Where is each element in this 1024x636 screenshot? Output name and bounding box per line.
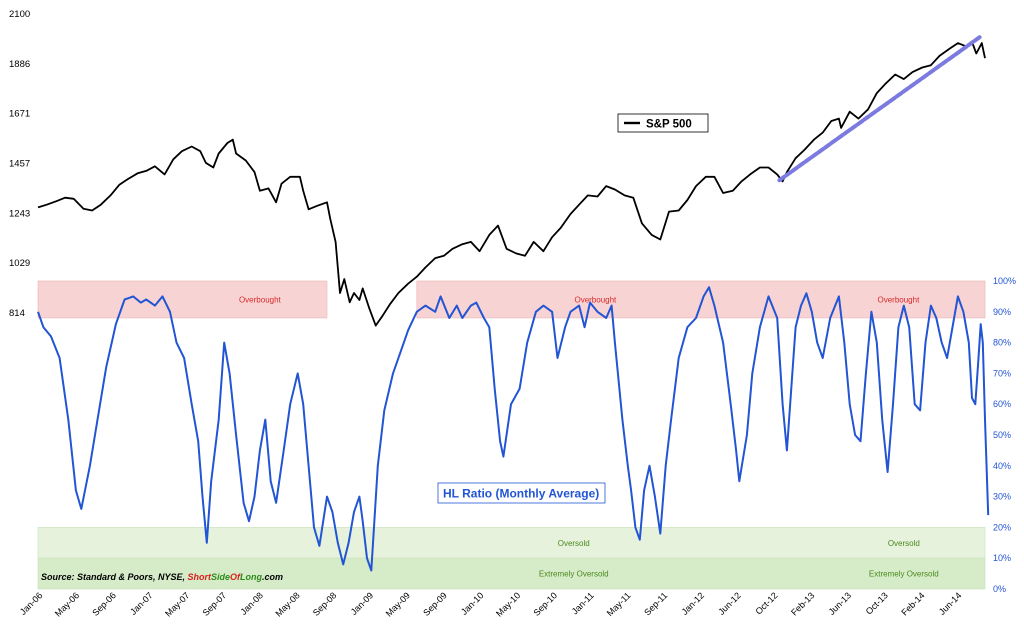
x-tick-label: Oct-12 [753, 590, 779, 616]
band-label: Overbought [878, 295, 921, 304]
band-label: Extremely Oversold [539, 570, 609, 579]
band-label: Oversold [888, 539, 920, 548]
source-brand-of: Of [230, 572, 241, 582]
left-tick-label: 1029 [9, 258, 30, 269]
x-axis: Jan-06 May-06 Sep-06 Jan-07 May-07 Sep-07 Jan-… [18, 590, 964, 618]
left-tick-label: 1886 [9, 59, 30, 70]
left-tick-label: 1671 [9, 109, 30, 120]
band-label: Oversold [558, 539, 590, 548]
legend-sp500-box [617, 113, 709, 133]
x-tick-label: Jan-12 [680, 590, 707, 617]
band-extremely-oversold [37, 557, 986, 590]
right-tick-label: 50% [993, 430, 1011, 440]
x-tick-label: Sep-11 [642, 590, 669, 617]
left-tick-label: 1457 [9, 159, 30, 170]
x-tick-label: Oct-13 [864, 590, 890, 616]
sp500-line [37, 41, 986, 327]
x-tick-label: Jan-11 [570, 590, 596, 616]
band-label: Extremely Oversold [869, 570, 939, 579]
x-tick-label: May-09 [384, 590, 412, 618]
right-tick-label: 80% [993, 338, 1011, 348]
right-axis: 100% 90% 80% 70% 60% 50% 40% 30% 20% 10% 0% [993, 276, 1016, 594]
x-tick-label: Feb-14 [899, 590, 926, 617]
source-brand-suffix: .com [262, 572, 283, 582]
left-tick-label: 2100 [9, 9, 30, 20]
band-overbought [37, 280, 328, 319]
x-tick-label: May-11 [605, 590, 633, 618]
right-tick-label: 0% [993, 584, 1006, 594]
x-tick-label: Sep-09 [421, 590, 449, 618]
right-tick-label: 30% [993, 492, 1011, 502]
band-overbought [416, 280, 986, 319]
right-tick-label: 10% [993, 553, 1011, 563]
series-layer [37, 35, 990, 572]
x-tick-label: Jun-14 [937, 590, 964, 617]
band-label: Overbought [574, 295, 617, 304]
right-tick-label: 90% [993, 307, 1011, 317]
right-tick-label: 20% [993, 522, 1011, 532]
sp500-trendline [777, 35, 982, 183]
x-tick-label: Jan-10 [459, 590, 486, 617]
x-tick-label: Sep-10 [531, 590, 559, 618]
band-oversold [37, 527, 986, 559]
band-layer: Overbought Overbought Overbought Oversold Ov… [37, 280, 986, 590]
x-tick-label: May-06 [53, 590, 81, 618]
x-tick-label: May-10 [494, 590, 522, 618]
x-tick-label: May-07 [163, 590, 191, 618]
x-tick-label: Sep-06 [90, 590, 118, 618]
x-tick-label: Jan-07 [128, 590, 155, 617]
x-tick-label: Jun-12 [716, 590, 743, 617]
x-tick-label: Sep-07 [201, 590, 229, 618]
legend-hl-ratio: HL Ratio (Monthly Average) [437, 482, 606, 504]
x-tick-label: May-08 [273, 590, 301, 618]
source-brand-side: Side [211, 572, 230, 582]
right-tick-label: 60% [993, 399, 1011, 409]
right-tick-label: 70% [993, 368, 1011, 378]
left-tick-label: 814 [9, 308, 25, 319]
source-brand-long: Long [240, 572, 262, 582]
right-tick-label: 100% [993, 276, 1016, 286]
source-note: Source: Standard & Poors, NYSE, ShortSid… [41, 572, 283, 582]
legend-sp500: S&P 500 [617, 113, 709, 133]
band-label: Overbought [239, 295, 282, 304]
x-tick-label: Jan-09 [349, 590, 376, 617]
hl-ratio-line [37, 286, 990, 572]
legend-sp500-label: S&P 500 [646, 119, 692, 131]
legend-hl-ratio-box [437, 482, 606, 504]
legend-hl-ratio-label: HL Ratio (Monthly Average) [443, 487, 599, 501]
source-prefix: Source: Standard & Poors, NYSE, [41, 572, 188, 582]
x-tick-label: Feb-13 [789, 590, 816, 617]
right-tick-label: 40% [993, 461, 1011, 471]
left-tick-label: 1243 [9, 208, 30, 219]
x-tick-label: Sep-08 [311, 590, 339, 618]
x-tick-label: Jan-06 [18, 590, 45, 617]
x-tick-label: Jun-13 [827, 590, 854, 617]
x-tick-label: Jan-08 [238, 590, 265, 617]
source-brand-short: Short [188, 572, 213, 582]
left-axis: 2100 1886 1671 1457 1243 1029 814 [9, 9, 30, 319]
